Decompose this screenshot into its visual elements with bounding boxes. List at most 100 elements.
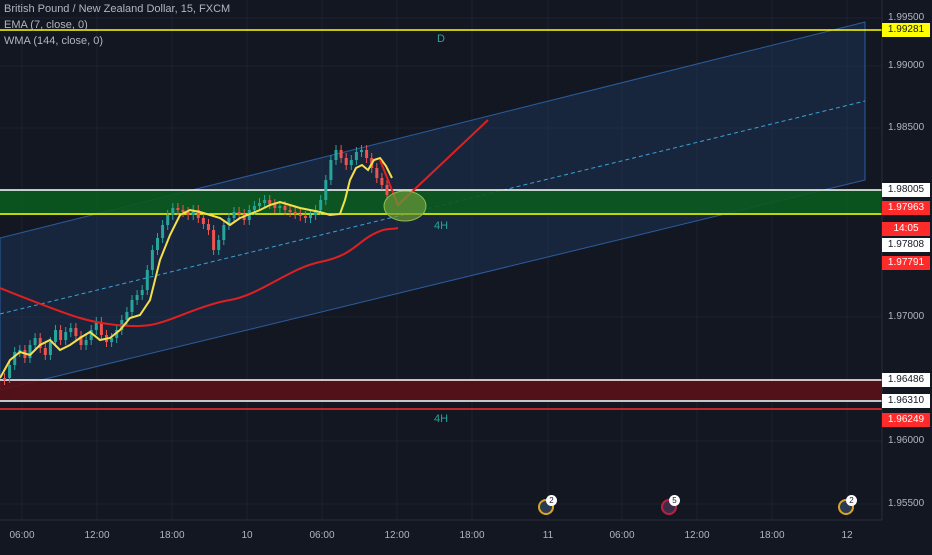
candle-body [8,365,12,378]
price-tag[interactable]: 1.97963 [882,201,930,215]
candle-body [217,240,221,250]
time-axis-label: 10 [241,530,253,541]
candle-body [237,212,241,214]
candle-body [161,225,165,238]
uk-flag-event-icon[interactable]: 5 [661,495,680,515]
candle-body [329,160,333,180]
resistance-zone[interactable] [0,380,882,400]
candle-body [79,336,83,345]
grid-lines [0,0,882,520]
candle-body [212,230,216,250]
candle-body [43,348,47,355]
candle-body [288,210,292,212]
candle-body [64,332,68,340]
candle-body [69,328,73,332]
candle-body [319,200,323,210]
candle-body [145,270,149,290]
event-count-badge: 5 [669,495,680,506]
time-axis-label: 18:00 [159,530,185,541]
candle-body [181,210,185,212]
candle-body [207,224,210,230]
candle-body [38,338,42,348]
candle-body [166,215,170,225]
ema-legend[interactable]: EMA (7, close, 0) [4,19,88,31]
calendar-event-icon[interactable]: 2 [538,495,557,515]
retest-highlight-circle[interactable] [383,190,427,222]
candle-body [201,218,205,224]
candle-body [365,150,369,158]
candle-body [344,158,348,165]
candle-body [135,295,139,300]
candle-body [156,238,159,250]
candle-body [309,215,312,218]
time-axis-label: 12:00 [84,530,110,541]
channel-midline[interactable] [0,100,866,315]
price-tag[interactable]: 14:05 [882,222,930,236]
time-axis-label: 12 [841,530,853,541]
candle-body [349,160,353,165]
candle-body [283,206,287,210]
price-tag[interactable]: 1.99281 [882,23,930,37]
candle-body [171,208,175,215]
candle-body [115,330,119,338]
time-axis-label: 12:00 [384,530,410,541]
wma-legend[interactable]: WMA (144, close, 0) [4,35,104,47]
candle-body [380,178,384,185]
time-axis-label: 18:00 [759,530,785,541]
candle-body [298,214,302,216]
candle-body [252,206,256,210]
timeframe-label: 4H [433,220,449,232]
event-count-badge: 2 [546,495,557,506]
support-zone[interactable] [0,190,882,215]
wma-line[interactable] [0,227,399,328]
candle-body [268,200,272,204]
price-tag[interactable]: 1.97791 [882,256,930,270]
candle-body [140,290,144,295]
candle-body [54,330,57,342]
candle-body [339,150,343,158]
candle-body [99,322,103,335]
candle-body [354,152,358,160]
candle-body [48,342,52,355]
ema-line[interactable] [0,156,393,379]
price-axis-label: 1.99000 [888,60,925,71]
price-axis-label: 1.96000 [888,435,925,446]
candle-body [273,204,277,208]
price-tag[interactable]: 1.98005 [882,183,930,197]
candle-body [176,208,180,210]
candle-body [278,206,282,208]
time-axis-label: 06:00 [309,530,335,541]
price-tag[interactable]: 1.96310 [882,394,930,408]
candle-body [94,322,98,330]
calendar-event-icon[interactable]: 2 [838,495,857,515]
candle-body [28,345,32,358]
candle-body [375,168,379,178]
candle-body [232,212,236,218]
timeframe-label: 4H [433,413,449,425]
timeframe-label: D [437,33,445,45]
price-tag[interactable]: 1.96486 [882,373,930,387]
event-count-badge: 2 [846,495,857,506]
chart-title: British Pound / New Zealand Dollar, 15, … [4,3,231,15]
price-tag[interactable]: 1.96249 [882,413,930,427]
candle-body [324,180,328,200]
price-axis-label: 1.98500 [888,122,925,133]
candle-body [360,150,363,152]
time-axis-label: 06:00 [9,530,35,541]
time-axis-label: 11 [542,530,554,541]
candle-body [196,210,200,218]
candle-body [385,185,389,195]
time-axis-label: 12:00 [684,530,710,541]
candle-body [227,218,231,225]
time-axis-label: 18:00 [459,530,485,541]
candle-body [130,300,134,312]
candle-body [84,340,88,345]
price-tag[interactable]: 1.97808 [882,238,930,252]
candle-body [13,352,17,365]
candle-body [110,338,114,342]
candle-body [125,312,129,320]
candle-body [186,212,190,215]
candle-body [334,150,338,160]
